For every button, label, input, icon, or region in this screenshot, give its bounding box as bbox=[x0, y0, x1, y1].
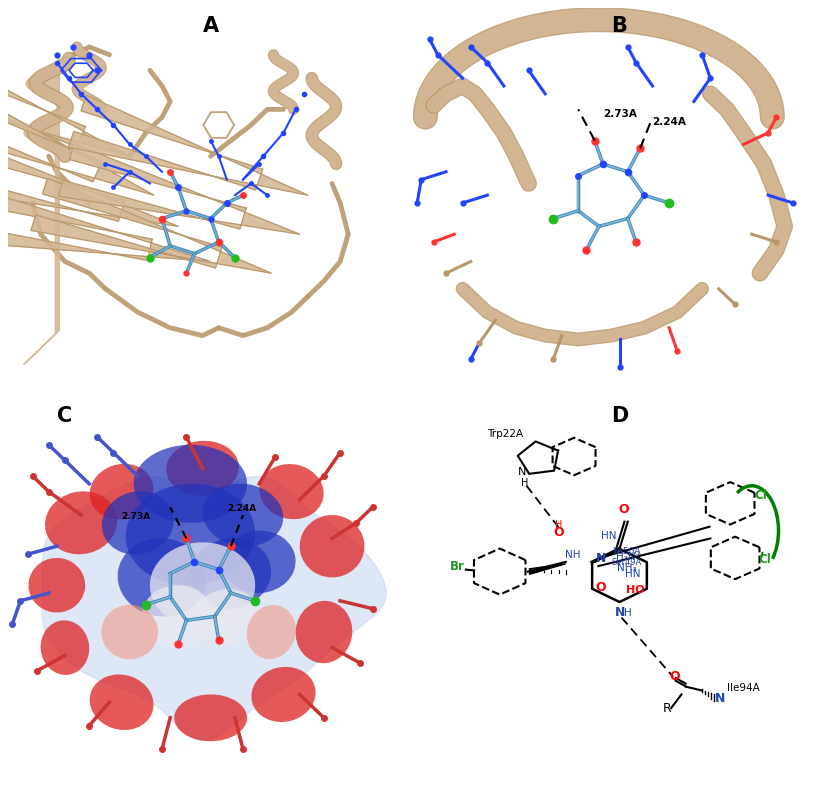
Text: Cl: Cl bbox=[758, 552, 771, 566]
Text: N: N bbox=[615, 606, 626, 618]
Ellipse shape bbox=[251, 667, 316, 722]
Text: Br: Br bbox=[450, 560, 465, 573]
Ellipse shape bbox=[247, 605, 296, 659]
Ellipse shape bbox=[102, 605, 158, 659]
Text: R: R bbox=[663, 702, 672, 715]
Ellipse shape bbox=[134, 445, 247, 523]
Ellipse shape bbox=[142, 585, 215, 648]
Ellipse shape bbox=[102, 491, 173, 555]
Ellipse shape bbox=[174, 694, 247, 741]
Text: N: N bbox=[715, 693, 726, 705]
Ellipse shape bbox=[28, 558, 85, 613]
Ellipse shape bbox=[223, 531, 296, 593]
Ellipse shape bbox=[117, 538, 206, 617]
Ellipse shape bbox=[195, 589, 259, 644]
Text: Trp22A: Trp22A bbox=[487, 429, 524, 439]
Text: 2.24A: 2.24A bbox=[227, 504, 256, 513]
Text: HN: HN bbox=[625, 569, 641, 579]
Ellipse shape bbox=[40, 620, 89, 675]
Polygon shape bbox=[0, 78, 154, 195]
Text: H: H bbox=[556, 521, 563, 530]
Text: Cl: Cl bbox=[754, 489, 767, 501]
Text: O: O bbox=[553, 526, 564, 540]
Polygon shape bbox=[59, 143, 300, 234]
Ellipse shape bbox=[300, 515, 364, 577]
Text: Ile50A: Ile50A bbox=[612, 547, 640, 556]
Text: 2.73A: 2.73A bbox=[603, 109, 637, 119]
Text: Ser49A: Ser49A bbox=[612, 558, 642, 568]
Ellipse shape bbox=[259, 464, 324, 519]
Text: 2.24A: 2.24A bbox=[653, 117, 686, 127]
Polygon shape bbox=[69, 96, 308, 195]
Ellipse shape bbox=[150, 542, 255, 628]
Text: HN: HN bbox=[601, 531, 616, 541]
Polygon shape bbox=[0, 41, 130, 156]
Polygon shape bbox=[0, 136, 178, 226]
Ellipse shape bbox=[126, 484, 255, 585]
Text: O: O bbox=[619, 503, 629, 516]
Ellipse shape bbox=[90, 464, 154, 520]
Polygon shape bbox=[42, 477, 386, 740]
Ellipse shape bbox=[202, 483, 283, 547]
Text: 2.73A: 2.73A bbox=[121, 512, 151, 521]
Text: B: B bbox=[611, 16, 628, 36]
Ellipse shape bbox=[191, 538, 271, 609]
Text: O: O bbox=[669, 669, 680, 683]
Text: NH: NH bbox=[565, 550, 581, 560]
Polygon shape bbox=[529, 564, 566, 574]
Text: H₃N⁺: H₃N⁺ bbox=[616, 552, 641, 562]
Text: N: N bbox=[596, 552, 605, 565]
Ellipse shape bbox=[296, 601, 353, 663]
Text: Ile94A: Ile94A bbox=[727, 683, 760, 693]
Ellipse shape bbox=[166, 441, 239, 496]
Polygon shape bbox=[31, 178, 271, 273]
Text: NH₃: NH₃ bbox=[617, 563, 637, 573]
Text: C: C bbox=[57, 406, 73, 426]
Text: O: O bbox=[596, 580, 606, 594]
Text: H: H bbox=[521, 478, 529, 488]
Text: HO: HO bbox=[626, 584, 645, 595]
Ellipse shape bbox=[45, 491, 117, 554]
Text: H: H bbox=[624, 607, 632, 618]
Text: D: D bbox=[611, 406, 628, 426]
Polygon shape bbox=[0, 189, 211, 261]
Text: A: A bbox=[202, 16, 219, 36]
Text: N: N bbox=[519, 467, 527, 478]
Ellipse shape bbox=[90, 674, 154, 730]
